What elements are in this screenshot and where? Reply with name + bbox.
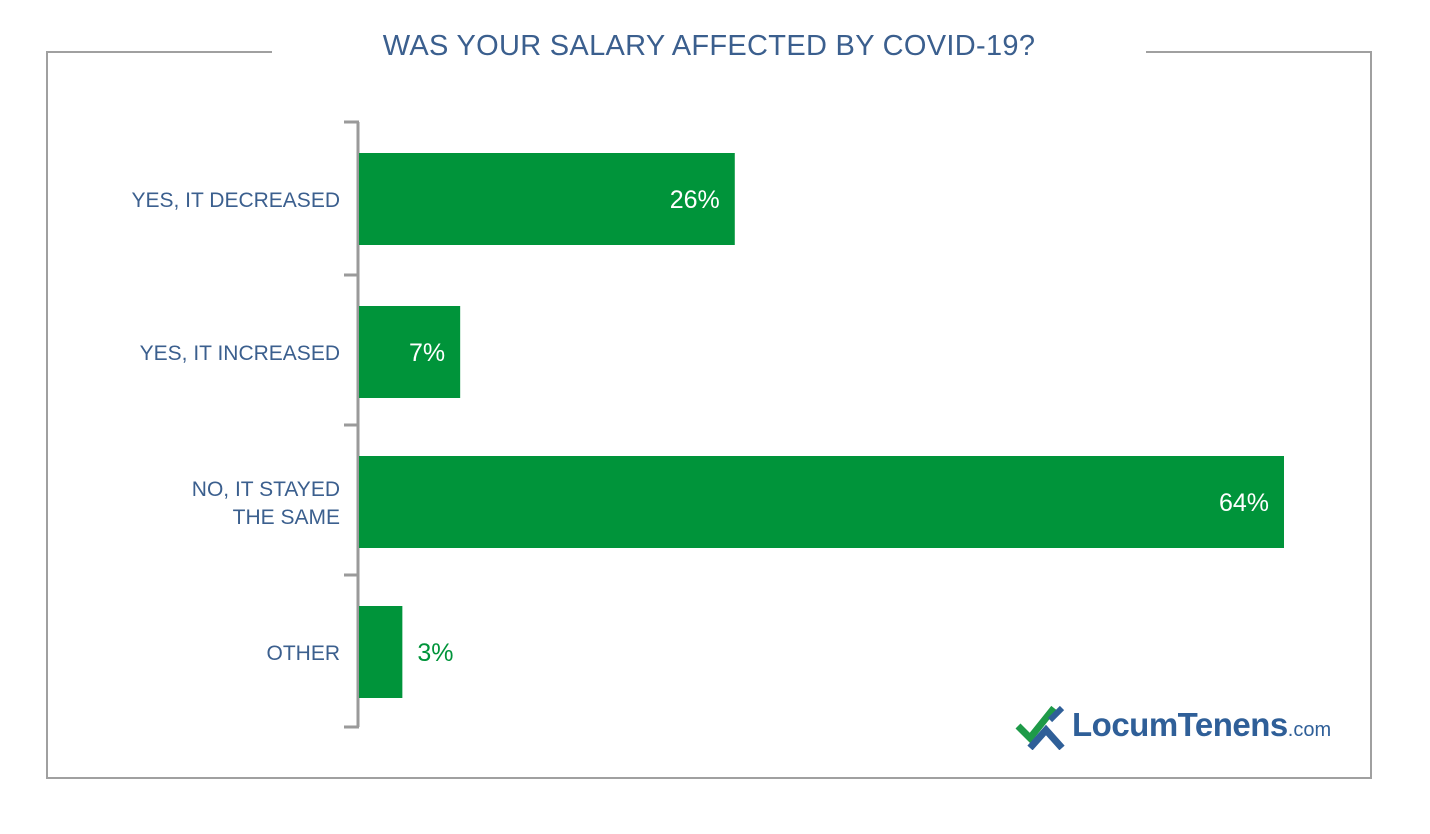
checkmark-arrow-icon <box>1015 705 1065 750</box>
category-label: NO, IT STAYED <box>192 478 340 501</box>
bar-3 <box>359 606 403 698</box>
data-label: 26% <box>670 186 720 214</box>
chart-frame <box>46 52 1372 779</box>
data-label: 3% <box>417 639 453 667</box>
chart-title: WAS YOUR SALARY AFFECTED BY COVID-19? <box>382 30 1036 62</box>
category-label: YES, IT INCREASED <box>140 342 340 365</box>
logo-name: LocumTenens <box>1072 706 1288 743</box>
bar-1 <box>359 306 461 398</box>
frame-top-right <box>1146 51 1372 53</box>
logo-suffix: .com <box>1287 718 1332 741</box>
category-label: YES, IT DECREASED <box>131 189 340 212</box>
locumtenens-logo: LocumTenens .com <box>1014 700 1331 750</box>
data-label: 7% <box>409 339 445 367</box>
data-label: 64% <box>1219 489 1269 517</box>
category-label: THE SAME <box>233 506 340 529</box>
frame-top-left <box>46 51 272 53</box>
bar-0 <box>359 153 735 245</box>
category-label: OTHER <box>267 642 341 665</box>
bar-2 <box>359 456 1284 548</box>
